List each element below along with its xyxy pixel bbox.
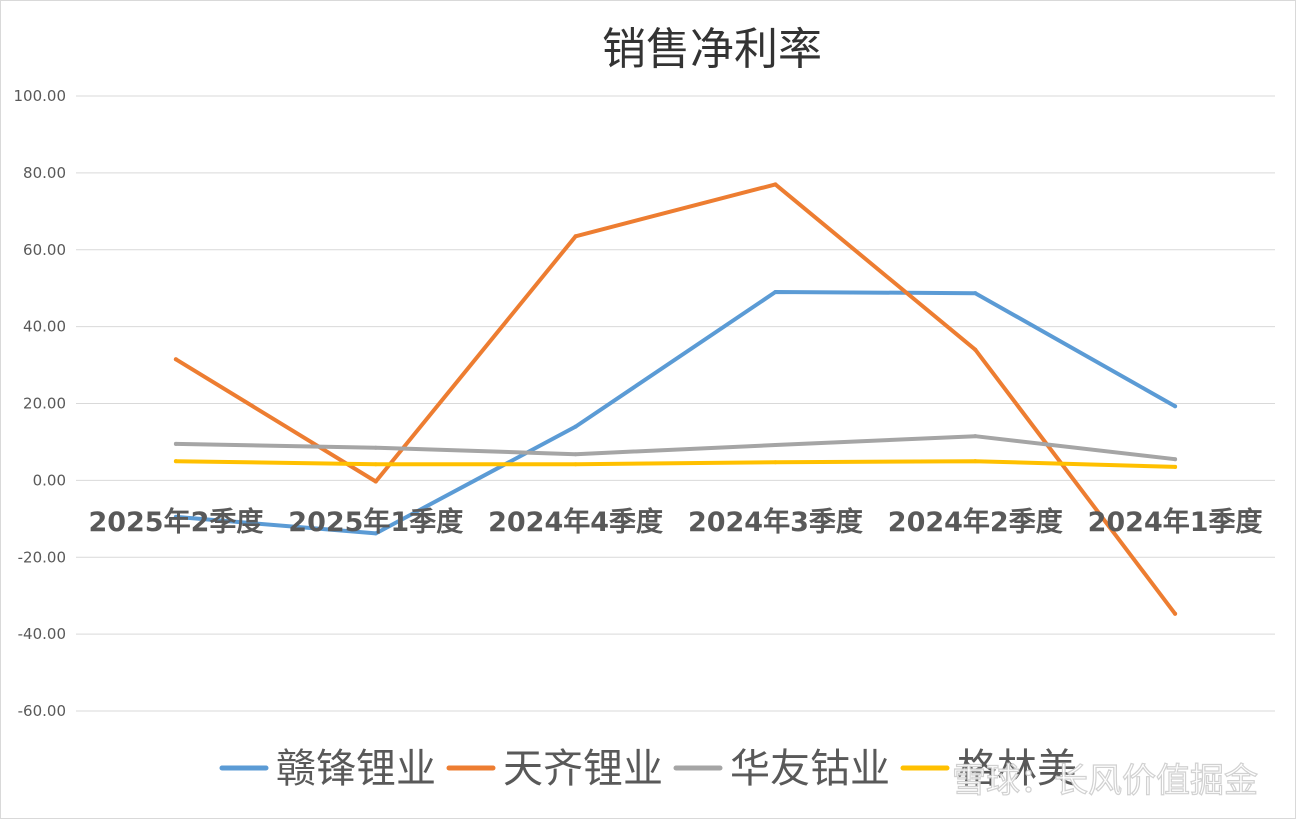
x-tick-label: 2024年1季度 <box>1088 506 1263 538</box>
y-tick-label: 40.00 <box>23 318 66 336</box>
data-point <box>173 357 178 362</box>
legend: 赣锋锂业 天齐锂业 华友钴业 格林美 <box>219 746 1077 792</box>
x-tick-label: 2024年3季度 <box>688 506 863 538</box>
data-point <box>373 445 378 450</box>
y-tick-label: -60.00 <box>18 702 66 720</box>
y-axis-ticks: -60.00 -40.00 -20.00 0.00 20.00 40.00 60.00 80.… <box>14 87 67 720</box>
data-point <box>373 479 378 484</box>
series-line-2 <box>173 434 1178 462</box>
y-tick-label: 0.00 <box>33 471 66 489</box>
data-point <box>573 462 578 467</box>
data-point <box>773 290 778 295</box>
y-tick-label: -40.00 <box>18 625 66 643</box>
x-tick-label: 2024年4季度 <box>488 506 663 538</box>
data-point <box>173 514 178 519</box>
data-point <box>573 424 578 429</box>
series-line-1 <box>173 182 1178 616</box>
data-point <box>973 347 978 352</box>
legend-label: 赣锋锂业 <box>276 746 436 792</box>
data-point <box>1173 464 1178 469</box>
legend-label: 格林美 <box>957 746 1077 792</box>
data-point <box>173 459 178 464</box>
chart-title: 销售净利率 <box>602 24 822 75</box>
y-tick-label: 60.00 <box>23 241 66 259</box>
data-point <box>773 443 778 448</box>
y-tick-label: -20.00 <box>18 548 66 566</box>
legend-label: 华友钴业 <box>730 746 890 792</box>
series-line-3 <box>173 459 1178 469</box>
data-point <box>373 531 378 536</box>
series-line-0 <box>173 290 1178 536</box>
data-point <box>973 459 978 464</box>
data-point <box>773 182 778 187</box>
series-lines <box>173 182 1178 616</box>
data-point <box>773 460 778 465</box>
data-point <box>1173 611 1178 616</box>
data-point <box>1173 457 1178 462</box>
data-point <box>1173 404 1178 409</box>
x-tick-label: 2024年2季度 <box>888 506 1063 538</box>
y-tick-label: 20.00 <box>23 395 66 413</box>
data-point <box>573 234 578 239</box>
y-tick-label: 100.00 <box>14 87 67 105</box>
data-point <box>373 462 378 467</box>
y-tick-label: 80.00 <box>23 164 66 182</box>
data-point <box>973 434 978 439</box>
data-point <box>973 291 978 296</box>
legend-label: 天齐锂业 <box>503 746 663 792</box>
x-tick-label: 2025年2季度 <box>88 506 263 538</box>
x-axis-ticks: 2025年2季度 2025年1季度 2024年4季度 2024年3季度 2024年2季度… <box>88 506 1262 538</box>
data-point <box>173 441 178 446</box>
x-tick-label: 2025年1季度 <box>288 506 463 538</box>
watermark: 雪球：长风价值掘金 <box>952 761 1258 801</box>
data-point <box>573 452 578 457</box>
